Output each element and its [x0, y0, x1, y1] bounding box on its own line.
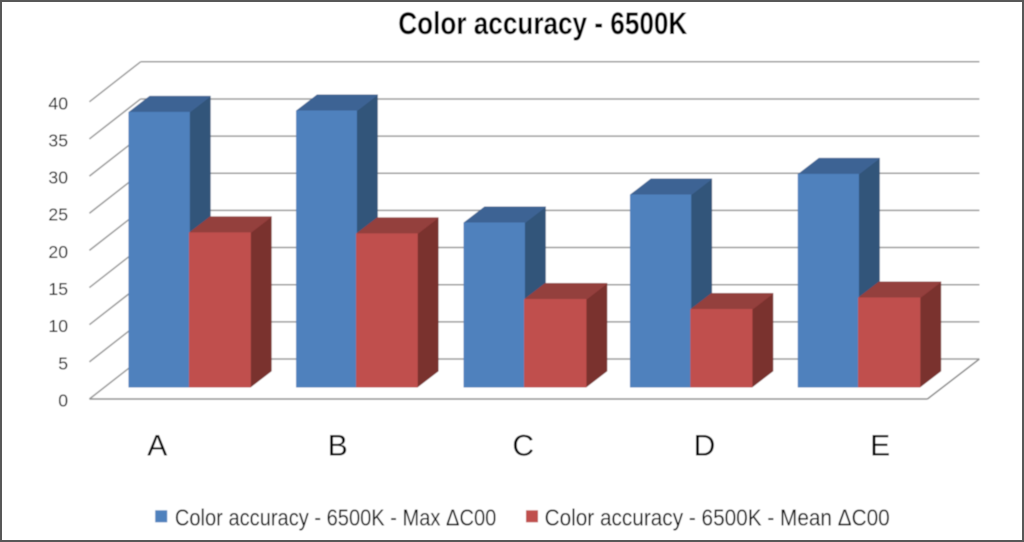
- svg-text:B: B: [328, 430, 348, 463]
- svg-text:C: C: [512, 430, 534, 463]
- svg-text:35: 35: [48, 130, 68, 150]
- svg-text:20: 20: [48, 242, 68, 262]
- svg-text:A: A: [147, 430, 167, 463]
- svg-text:5: 5: [58, 353, 68, 373]
- svg-text:25: 25: [48, 205, 68, 225]
- svg-text:15: 15: [48, 279, 68, 299]
- svg-text:0: 0: [58, 390, 68, 410]
- svg-text:D: D: [694, 430, 716, 463]
- svg-text:Color accuracy - 6500K: Color accuracy - 6500K: [398, 5, 687, 41]
- svg-text:Color accuracy - 6500K - Max Δ: Color accuracy - 6500K - Max ΔC00: [175, 505, 496, 531]
- svg-text:Color accuracy - 6500K - Mean: Color accuracy - 6500K - Mean ΔC00: [545, 505, 890, 531]
- svg-text:40: 40: [48, 93, 68, 113]
- svg-text:E: E: [870, 430, 890, 463]
- svg-text:10: 10: [48, 316, 68, 336]
- svg-text:30: 30: [48, 168, 68, 188]
